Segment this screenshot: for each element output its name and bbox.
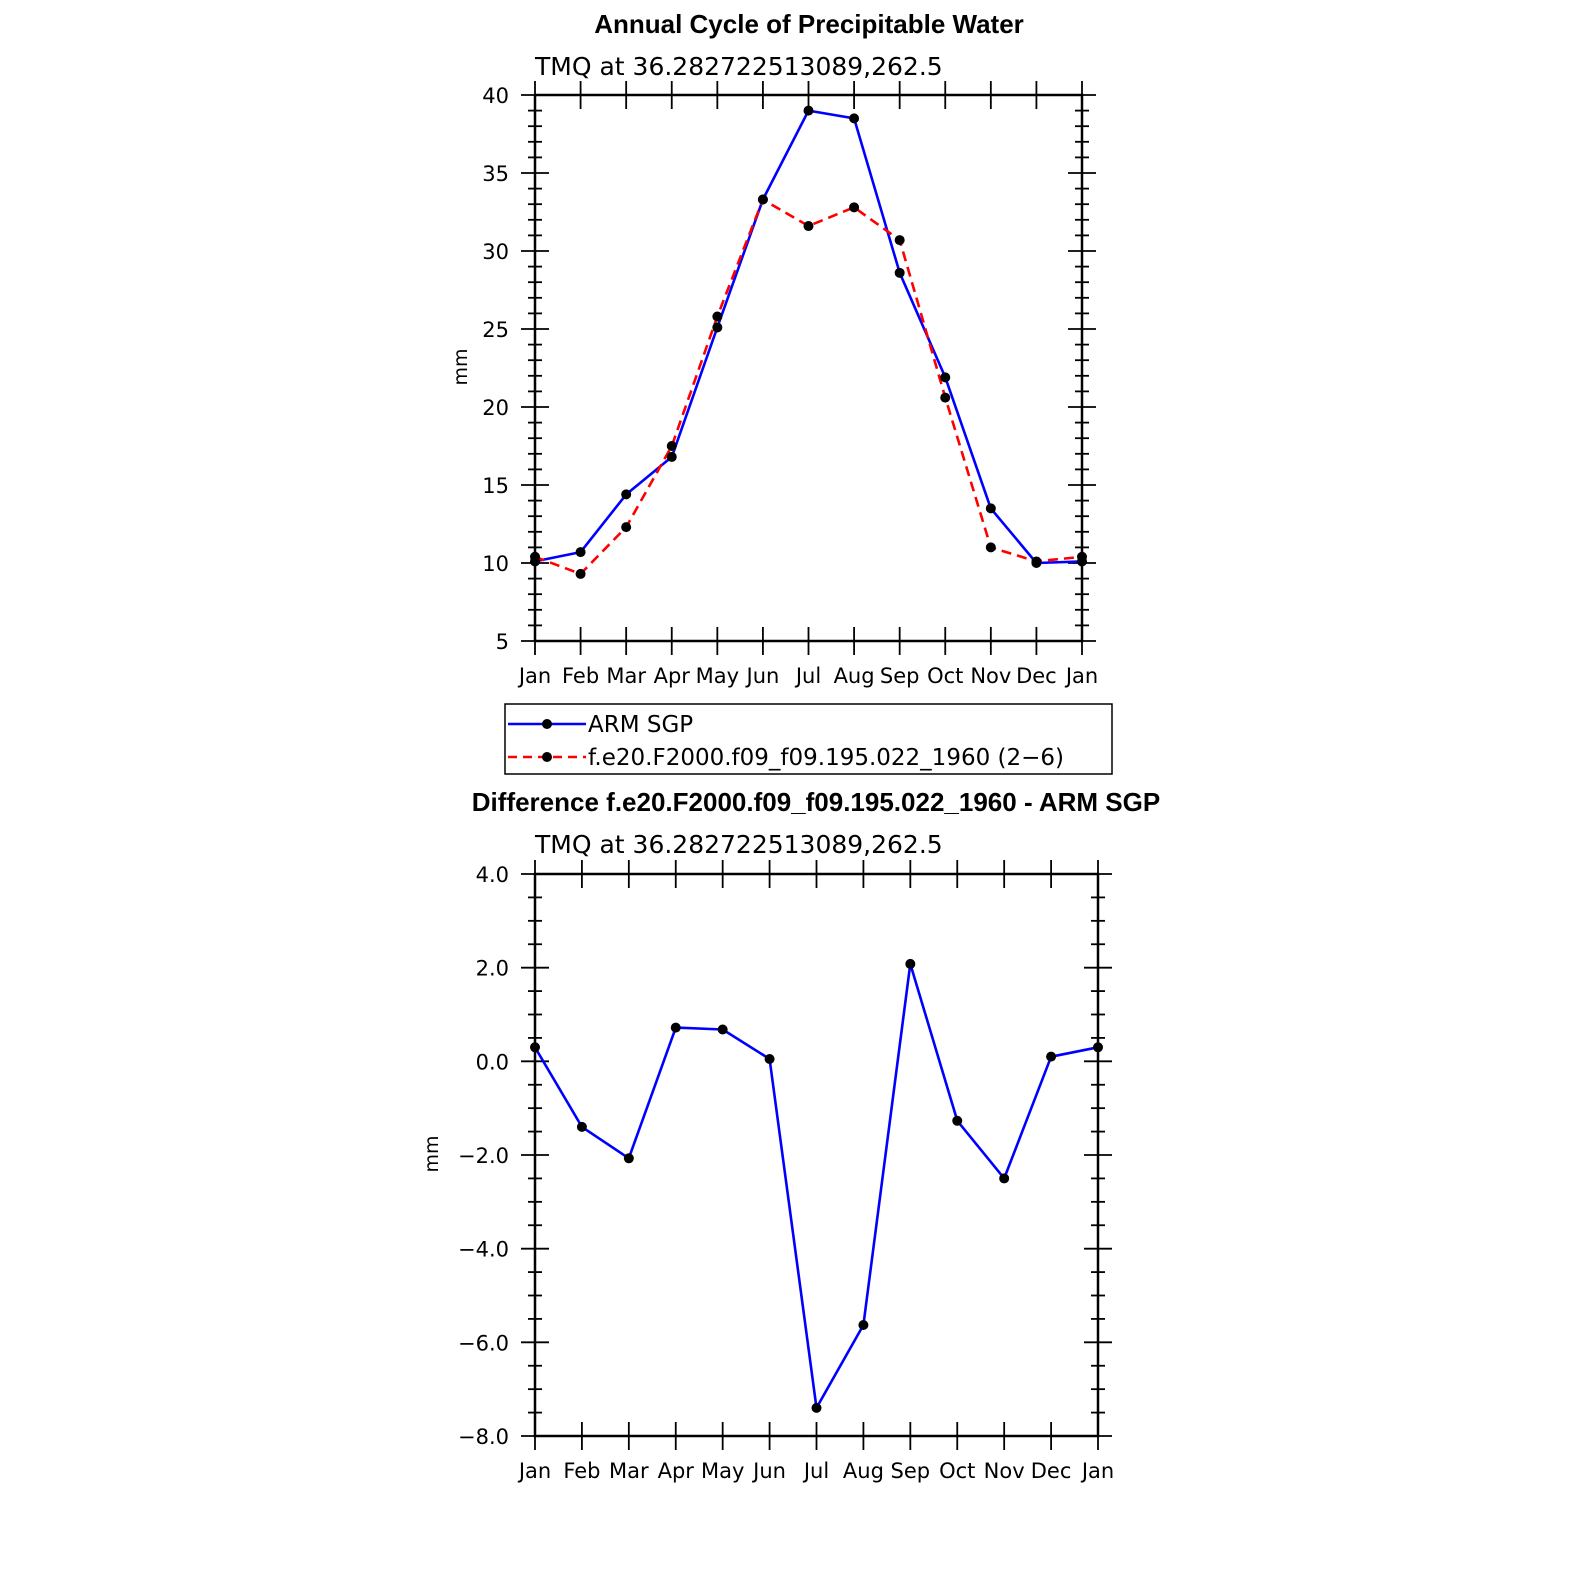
series-layer bbox=[530, 958, 1103, 1413]
legend-box bbox=[504, 703, 1113, 775]
chart-title: Difference f.e20.F2000.f09_f09.195.022_1… bbox=[472, 787, 1160, 817]
data-point-series-1 bbox=[803, 221, 814, 232]
x-tick-label: Apr bbox=[658, 1459, 695, 1483]
x-tick-label: Dec bbox=[1031, 1459, 1072, 1483]
x-tick-label: Jun bbox=[751, 1459, 786, 1483]
y-axis-label: mm bbox=[450, 348, 472, 385]
x-tick-label: Dec bbox=[1016, 664, 1057, 688]
data-point-series-0 bbox=[952, 1115, 963, 1126]
x-tick-label: May bbox=[696, 664, 739, 688]
y-tick-label: 40 bbox=[482, 84, 509, 108]
data-point-series-0 bbox=[849, 113, 860, 124]
data-point-series-1 bbox=[666, 441, 677, 451]
x-tick-label: Aug bbox=[843, 1459, 884, 1483]
x-tick-label: Nov bbox=[970, 664, 1011, 688]
y-tick-label: 4.0 bbox=[476, 863, 509, 887]
data-point-series-1 bbox=[530, 551, 540, 562]
legend-marker-arm-sgp bbox=[542, 719, 552, 729]
data-point-series-1 bbox=[1077, 551, 1087, 562]
data-point-series-1 bbox=[757, 194, 768, 205]
x-tick-label: Sep bbox=[891, 1459, 931, 1483]
legend: ARM SGP f.e20.F2000.f09_f09.195.022_1960… bbox=[504, 703, 1113, 775]
legend-label-arm-sgp: ARM SGP bbox=[588, 712, 693, 738]
data-point-series-0 bbox=[803, 105, 814, 116]
plot-axes: 5 10 15 20 25 30 35 40 Jan Feb Mar Apr May Jun Jul Aug S… bbox=[482, 81, 1098, 688]
x-tick-label: Jan bbox=[517, 1459, 551, 1483]
x-tick-label: Sep bbox=[880, 664, 920, 688]
y-tick-label: 20 bbox=[482, 396, 509, 420]
legend-label-model: f.e20.F2000.f09_f09.195.022_1960 (2−6) bbox=[588, 745, 1064, 771]
data-point-series-0 bbox=[811, 1402, 822, 1413]
x-tick-label: May bbox=[701, 1459, 744, 1483]
data-point-series-0 bbox=[712, 322, 723, 333]
y-tick-label: 35 bbox=[482, 162, 509, 186]
y-tick-label: −8.0 bbox=[458, 1425, 509, 1449]
plot-frame bbox=[533, 93, 1084, 643]
data-point-series-0 bbox=[576, 1121, 587, 1132]
x-tick-label: Oct bbox=[927, 664, 963, 688]
data-point-series-0 bbox=[666, 451, 677, 462]
y-tick-label: 25 bbox=[482, 318, 509, 342]
series-line-0 bbox=[533, 962, 1099, 1410]
data-point-series-0 bbox=[621, 489, 632, 500]
x-tick-label: Mar bbox=[606, 664, 646, 688]
data-point-series-1 bbox=[940, 392, 951, 403]
x-tick-label: Feb bbox=[563, 1459, 600, 1483]
data-point-series-0 bbox=[1046, 1051, 1057, 1062]
y-tick-label: −6.0 bbox=[458, 1331, 509, 1355]
data-point-series-1 bbox=[1031, 556, 1042, 567]
x-tick-label: Feb bbox=[562, 664, 599, 688]
y-tick-label: −4.0 bbox=[458, 1238, 509, 1262]
chart-title: Annual Cycle of Precipitable Water bbox=[594, 9, 1024, 39]
chart-subtitle: TMQ at 36.282722513089,262.5 bbox=[534, 52, 943, 81]
difference-chart: Difference f.e20.F2000.f09_f09.195.022_1… bbox=[421, 787, 1160, 1483]
series-line-0 bbox=[534, 109, 1083, 565]
data-point-series-0 bbox=[999, 1173, 1010, 1184]
y-tick-label: 2.0 bbox=[476, 957, 509, 981]
x-tick-label: Oct bbox=[939, 1459, 975, 1483]
annual-cycle-chart: Annual Cycle of Precipitable Water TMQ a… bbox=[450, 9, 1098, 688]
y-tick-label: 30 bbox=[482, 240, 509, 264]
data-point-series-0 bbox=[940, 372, 951, 383]
y-tick-label: 10 bbox=[482, 552, 509, 576]
data-point-series-1 bbox=[712, 311, 723, 322]
chart-subtitle: TMQ at 36.282722513089,262.5 bbox=[534, 830, 943, 859]
x-tick-label: Jul bbox=[802, 1459, 829, 1483]
data-point-series-0 bbox=[670, 1022, 681, 1033]
data-point-series-0 bbox=[894, 267, 905, 278]
data-point-series-1 bbox=[575, 568, 586, 579]
data-point-series-1 bbox=[985, 542, 996, 553]
data-point-series-0 bbox=[764, 1053, 775, 1064]
data-point-series-0 bbox=[717, 1024, 728, 1035]
data-point-series-1 bbox=[621, 522, 632, 533]
y-tick-label: −2.0 bbox=[458, 1144, 509, 1168]
data-point-series-0 bbox=[905, 958, 916, 969]
series-layer bbox=[530, 105, 1087, 579]
x-tick-label: Jun bbox=[745, 664, 780, 688]
plot-axes: −8.0 −6.0 −4.0 −2.0 0.0 2.0 4.0 Jan Feb Mar Apr May… bbox=[458, 860, 1114, 1483]
y-tick-label: 5 bbox=[496, 630, 509, 654]
x-tick-label: Mar bbox=[609, 1459, 649, 1483]
data-point-series-0 bbox=[623, 1153, 634, 1164]
x-tick-label: Aug bbox=[834, 664, 875, 688]
y-axis-label: mm bbox=[421, 1135, 443, 1172]
y-tick-label: 15 bbox=[482, 474, 509, 498]
legend-marker-model bbox=[542, 752, 552, 762]
x-tick-label: Jan bbox=[1064, 664, 1098, 688]
data-point-series-0 bbox=[858, 1320, 869, 1331]
data-point-series-1 bbox=[849, 202, 860, 213]
y-tick-label: 0.0 bbox=[476, 1050, 509, 1074]
x-tick-label: Jul bbox=[794, 664, 821, 688]
data-point-series-1 bbox=[894, 235, 905, 246]
x-tick-label: Apr bbox=[654, 664, 691, 688]
data-point-series-0 bbox=[985, 503, 996, 514]
x-tick-label: Jan bbox=[517, 664, 551, 688]
x-tick-label: Nov bbox=[984, 1459, 1025, 1483]
data-point-series-0 bbox=[530, 1042, 540, 1053]
data-point-series-0 bbox=[575, 547, 586, 558]
x-tick-label: Jan bbox=[1080, 1459, 1114, 1483]
data-point-series-0 bbox=[1093, 1042, 1103, 1053]
